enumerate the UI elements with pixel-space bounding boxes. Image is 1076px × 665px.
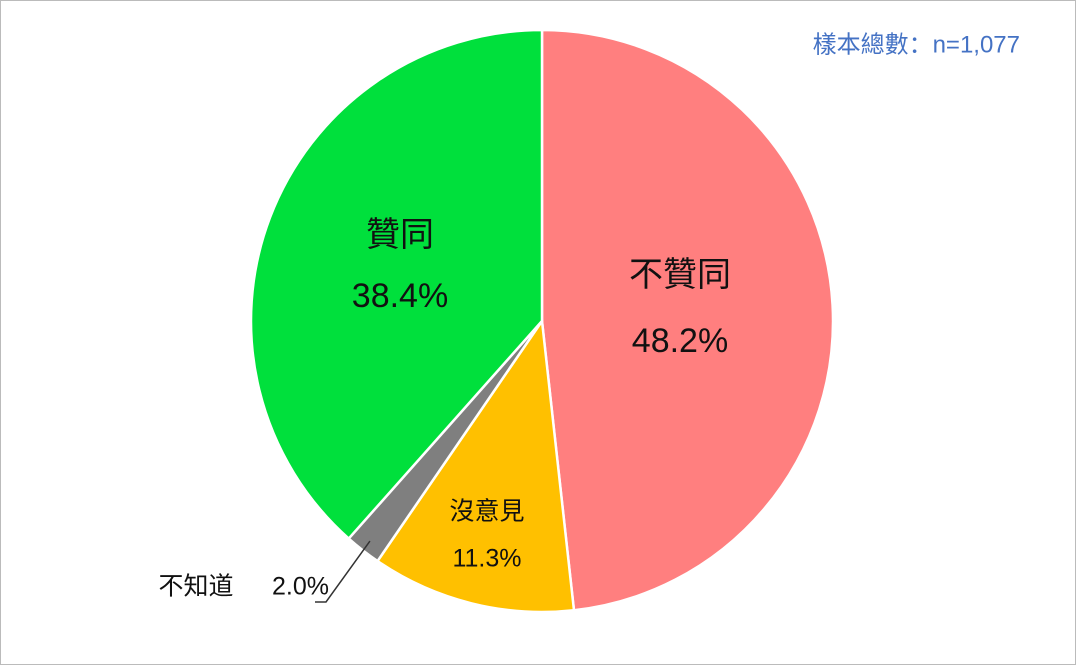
slice-label: 贊同 bbox=[366, 216, 434, 254]
sample-note: 樣本總數：n=1,077 bbox=[813, 31, 1020, 58]
slice-label: 沒意見 bbox=[449, 498, 524, 526]
value-label: 38.4% bbox=[352, 277, 448, 315]
value-label: 2.0% bbox=[272, 573, 329, 601]
slice-label: 不知道 bbox=[158, 573, 233, 601]
pie-slice bbox=[249, 28, 544, 541]
pie-slice bbox=[540, 28, 835, 612]
leader-line bbox=[315, 540, 371, 603]
slice-label: 不贊同 bbox=[629, 256, 731, 294]
value-label: 11.3% bbox=[452, 545, 521, 573]
value-label: 48.2% bbox=[632, 322, 728, 360]
pie-slice bbox=[375, 317, 576, 614]
